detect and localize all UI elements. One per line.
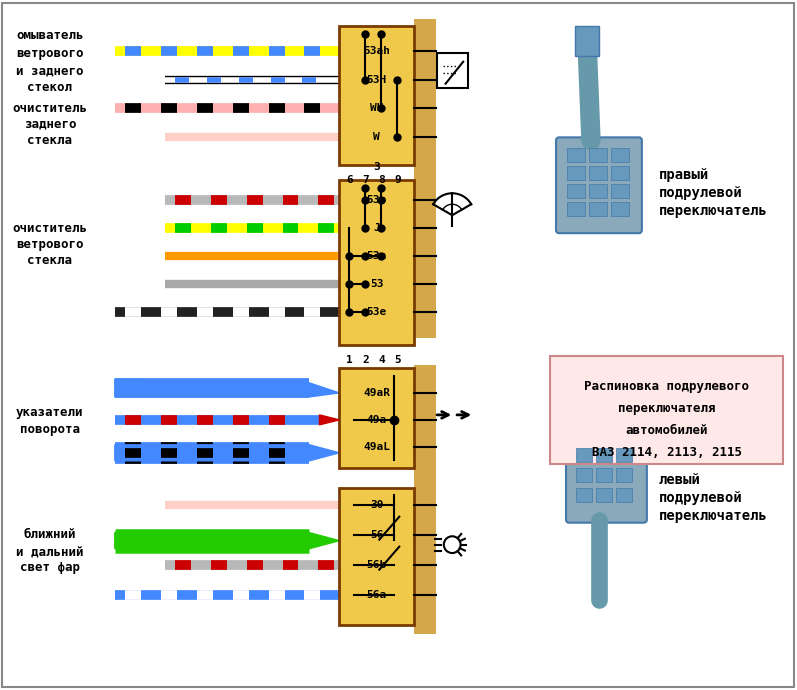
Bar: [576, 448, 592, 462]
Text: J: J: [374, 223, 380, 233]
Text: указатели: указатели: [16, 406, 84, 420]
Text: поворота: поворота: [20, 424, 80, 436]
Polygon shape: [115, 445, 340, 461]
Text: правый: правый: [659, 168, 709, 182]
Text: 3: 3: [374, 162, 380, 172]
Text: 53: 53: [370, 279, 383, 289]
Text: стекла: стекла: [27, 254, 73, 266]
FancyBboxPatch shape: [556, 137, 642, 233]
Text: и дальний: и дальний: [16, 545, 84, 558]
Bar: [567, 148, 585, 162]
Text: WH: WH: [370, 104, 383, 113]
Text: омыватель: омыватель: [16, 29, 84, 42]
Bar: [596, 448, 612, 462]
Text: переключатель: переключатель: [659, 204, 768, 218]
Bar: [596, 488, 612, 502]
Text: и заднего: и заднего: [16, 64, 84, 77]
Bar: [567, 202, 585, 216]
Bar: [575, 26, 599, 55]
Bar: [611, 184, 629, 198]
Text: переключатель: переключатель: [659, 509, 768, 523]
Polygon shape: [320, 415, 340, 425]
Text: переключателя: переключателя: [618, 402, 716, 415]
Text: стекол: стекол: [27, 81, 73, 94]
Bar: [437, 53, 468, 88]
Text: 53a: 53a: [367, 251, 387, 261]
Bar: [611, 202, 629, 216]
Bar: [414, 365, 436, 635]
Text: W: W: [374, 132, 380, 142]
Text: 53ah: 53ah: [363, 46, 391, 55]
Text: 1: 1: [346, 355, 353, 365]
Bar: [589, 184, 607, 198]
Text: 8: 8: [378, 175, 385, 186]
Text: 56: 56: [370, 530, 383, 540]
Text: очиститель: очиститель: [13, 102, 88, 115]
Text: 7: 7: [362, 175, 369, 186]
Text: 2: 2: [362, 355, 369, 365]
Text: ВАЗ 2114, 2113, 2115: ВАЗ 2114, 2113, 2115: [592, 446, 742, 459]
Bar: [616, 468, 632, 482]
Text: очиститель: очиститель: [13, 221, 88, 235]
Text: Распиновка подрулевого: Распиновка подрулевого: [584, 380, 749, 393]
Bar: [340, 180, 414, 345]
Text: 49a: 49a: [367, 415, 387, 425]
Text: стекла: стекла: [27, 134, 73, 147]
Text: 49aR: 49aR: [363, 388, 391, 398]
Text: 5: 5: [394, 355, 401, 365]
Bar: [611, 148, 629, 162]
Bar: [576, 468, 592, 482]
Text: 30: 30: [370, 500, 383, 510]
Polygon shape: [115, 379, 340, 397]
Text: ветрового: ветрового: [16, 47, 84, 60]
Text: заднего: заднего: [24, 118, 77, 131]
Bar: [616, 448, 632, 462]
Text: левый: левый: [659, 473, 701, 486]
Bar: [589, 202, 607, 216]
Polygon shape: [115, 533, 340, 549]
FancyBboxPatch shape: [566, 437, 647, 523]
Text: ветрового: ветрового: [16, 237, 84, 250]
Bar: [340, 488, 414, 624]
Bar: [576, 488, 592, 502]
Bar: [596, 468, 612, 482]
Bar: [340, 26, 414, 166]
Text: 6: 6: [346, 175, 353, 186]
Text: 53e: 53e: [367, 307, 387, 317]
Bar: [611, 166, 629, 180]
Bar: [567, 184, 585, 198]
Text: 56a: 56a: [367, 589, 387, 600]
Bar: [589, 148, 607, 162]
Text: ближний: ближний: [24, 528, 77, 541]
Text: 56b: 56b: [367, 560, 387, 570]
Bar: [589, 166, 607, 180]
Bar: [414, 19, 436, 338]
Text: 49aL: 49aL: [363, 442, 391, 452]
Bar: [340, 368, 414, 468]
Bar: [616, 488, 632, 502]
Text: подрулевой: подрулевой: [659, 491, 743, 504]
FancyBboxPatch shape: [550, 356, 783, 464]
Bar: [567, 166, 585, 180]
Text: 53H: 53H: [367, 75, 387, 86]
Text: 4: 4: [378, 355, 385, 365]
Text: 9: 9: [394, 175, 401, 186]
Text: свет фар: свет фар: [20, 561, 80, 574]
Text: подрулевой: подрулевой: [659, 186, 743, 200]
Text: 53b: 53b: [367, 195, 387, 205]
Text: автомобилей: автомобилей: [626, 424, 708, 437]
